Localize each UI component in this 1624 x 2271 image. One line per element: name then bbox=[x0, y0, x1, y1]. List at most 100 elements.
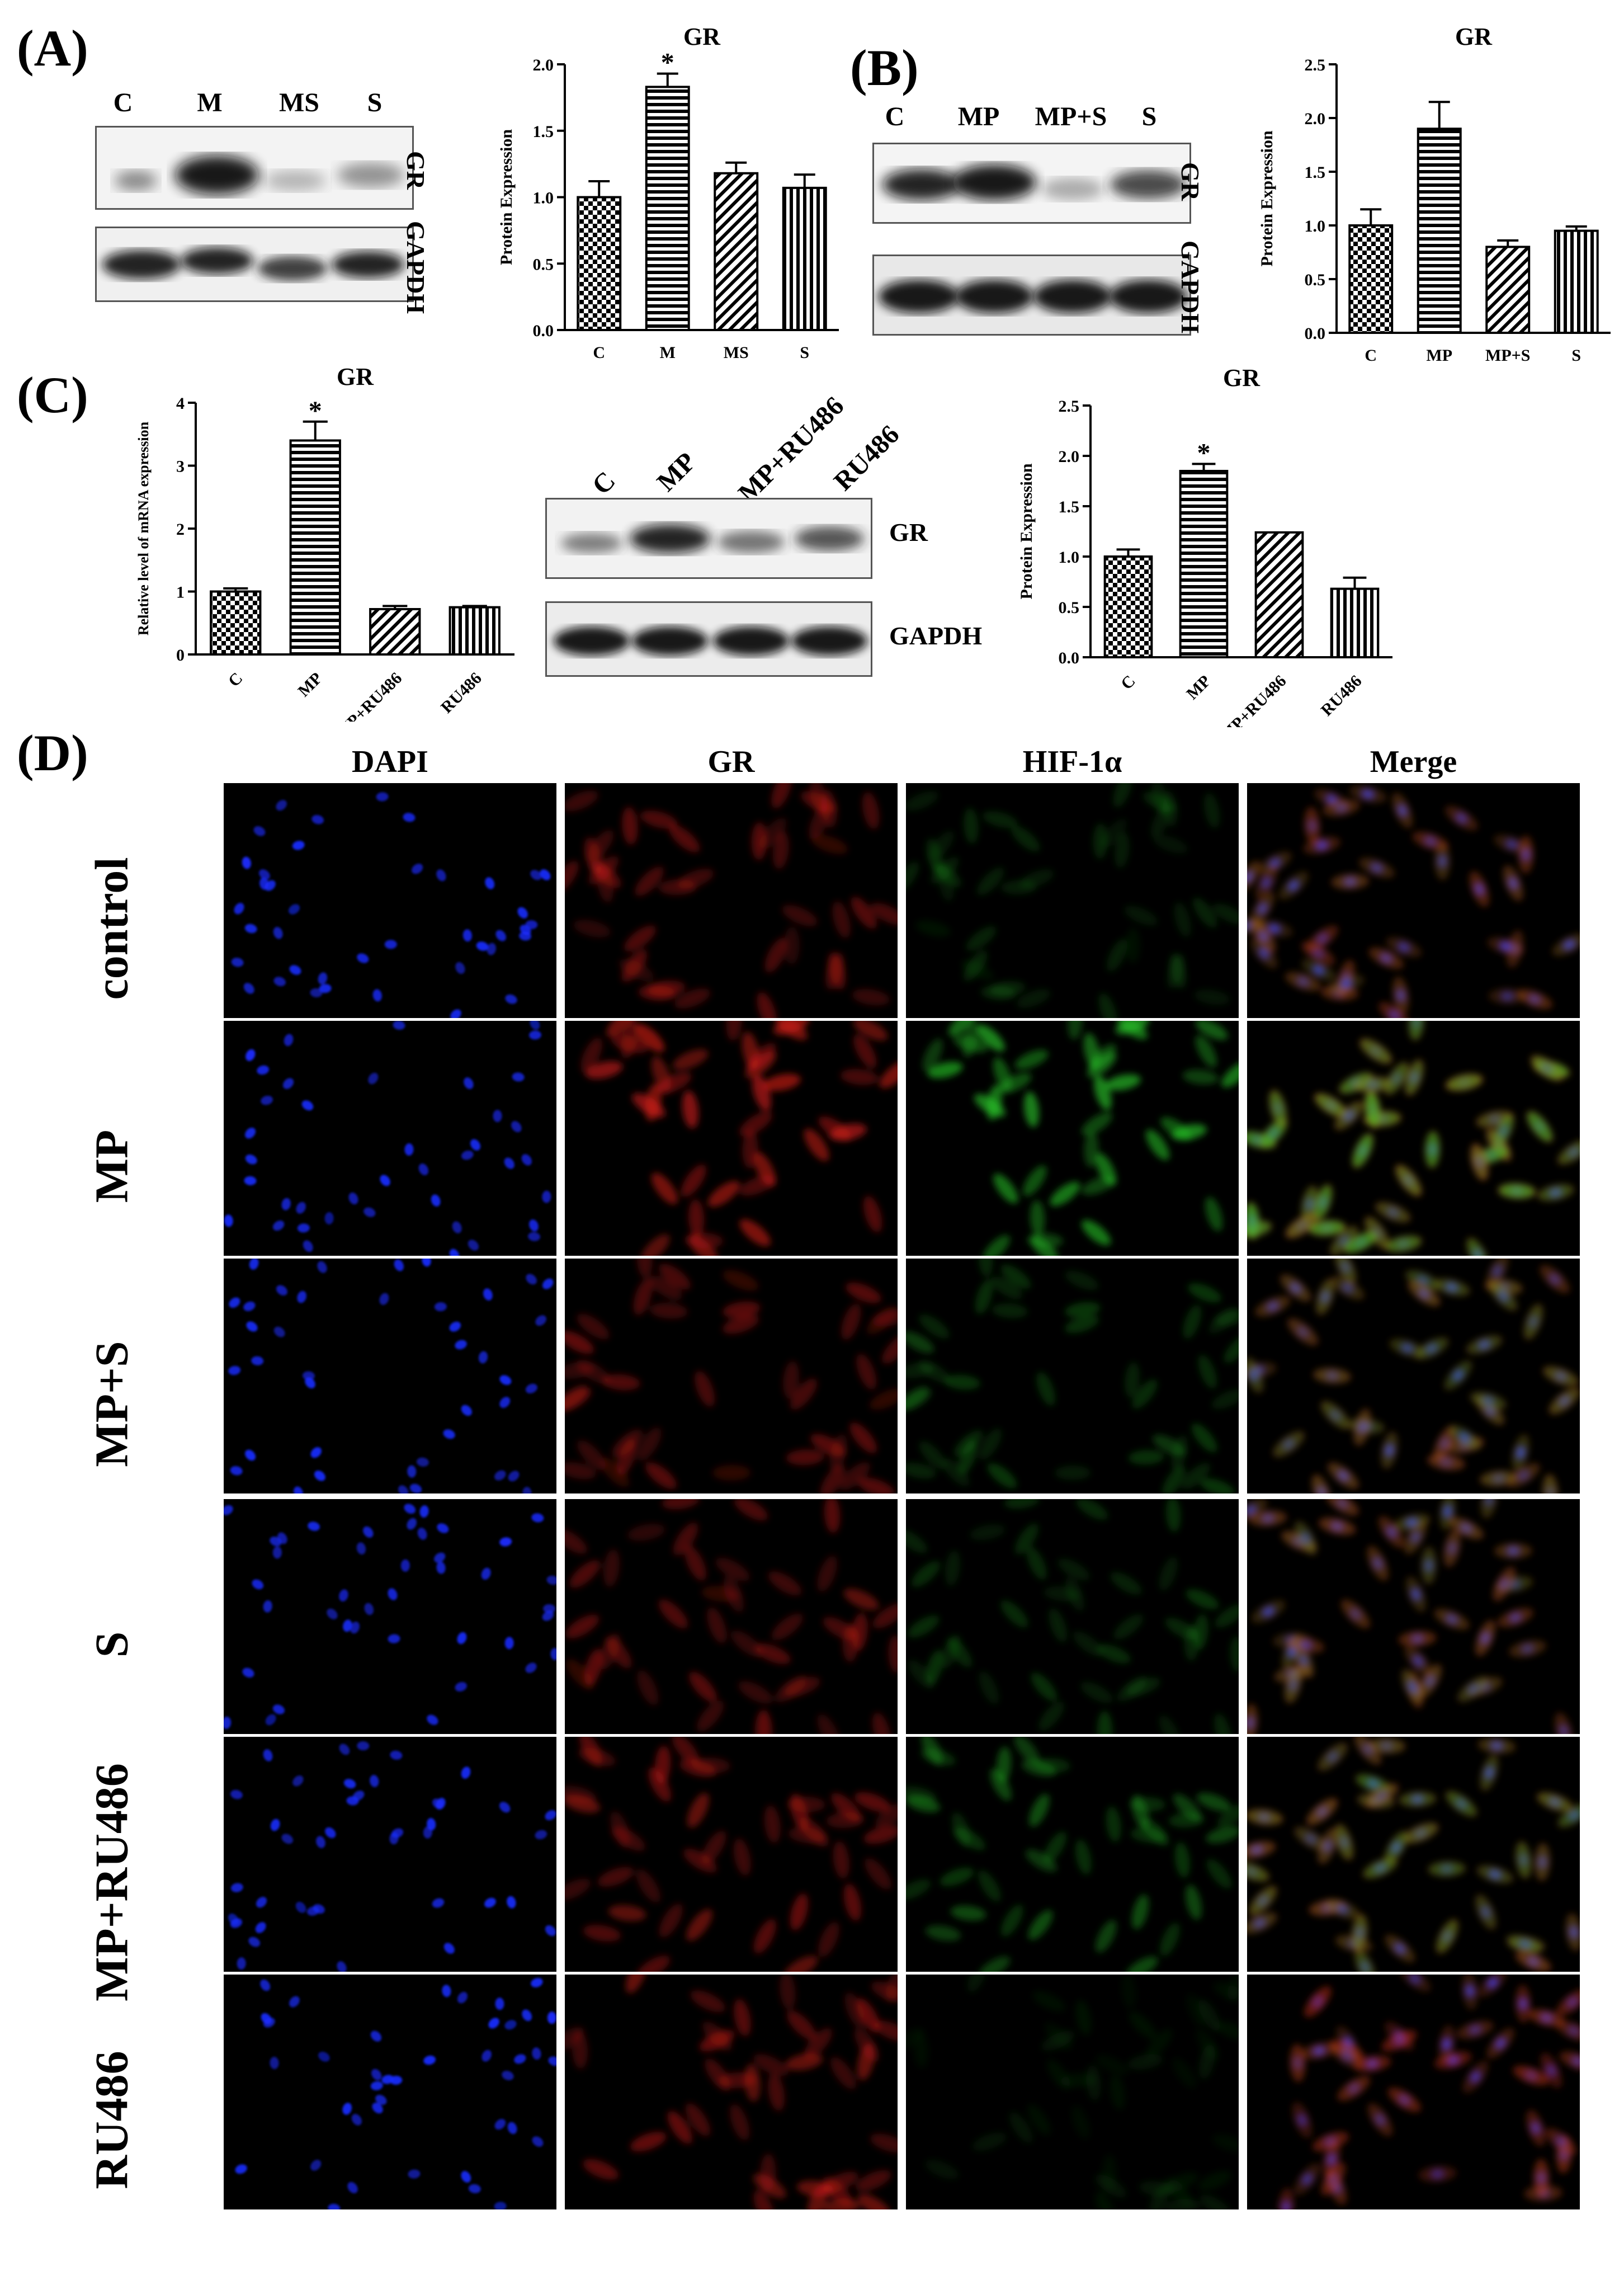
fluorescence-image-merge bbox=[1247, 1021, 1580, 1256]
lane-label: MS bbox=[279, 88, 319, 117]
bar bbox=[782, 186, 827, 331]
blot-gr-b bbox=[872, 143, 1191, 224]
x-tick-label: S bbox=[1571, 346, 1581, 365]
fluorescence-image-hif bbox=[906, 783, 1239, 1018]
y-tick-label: 0.0 bbox=[1305, 324, 1326, 343]
fluorescence-cells bbox=[906, 1975, 1239, 2209]
bar bbox=[1179, 470, 1229, 658]
y-tick-label: 1.5 bbox=[1305, 163, 1326, 182]
x-tick-label: C bbox=[1365, 346, 1377, 365]
fluorescence-image-gr bbox=[565, 1021, 898, 1256]
y-tick-label: 2 bbox=[176, 520, 185, 539]
bar bbox=[449, 606, 501, 656]
row-label-s: S bbox=[86, 1631, 138, 1658]
column-header-dapi: DAPI bbox=[352, 745, 428, 779]
bar bbox=[714, 172, 759, 331]
bar bbox=[1554, 229, 1599, 334]
column-header-gr: GR bbox=[707, 745, 755, 779]
bar bbox=[1330, 587, 1380, 659]
x-tick-label: C bbox=[1117, 672, 1139, 694]
bar bbox=[369, 608, 421, 656]
blot-gr-c-bands bbox=[561, 524, 864, 553]
fluorescence-cells bbox=[1247, 1499, 1573, 1734]
fluorescence-cells bbox=[565, 1737, 898, 1972]
x-tick-label: RU486 bbox=[437, 669, 485, 717]
row-label-ru486: RU486 bbox=[86, 2051, 138, 2189]
bar bbox=[645, 86, 690, 331]
y-tick-label: 2.5 bbox=[1059, 397, 1080, 416]
chart-b: GR Protein Expression 0.0 0.5 1.0 1.5 2.0 2.5 C M… bbox=[1258, 23, 1611, 365]
column-header-hif: HIF-1α bbox=[1022, 745, 1122, 779]
fluorescence-cells bbox=[922, 1021, 1239, 1256]
band-label-gr-c: GR bbox=[889, 518, 928, 546]
row-label-control: control bbox=[86, 857, 138, 1000]
fluorescence-cells bbox=[224, 1021, 551, 1256]
x-tick-label: MP+RU486 bbox=[1217, 672, 1290, 727]
band-label-gapdh-c: GAPDH bbox=[889, 621, 983, 650]
fluorescence-image-merge bbox=[1247, 1737, 1580, 1972]
fluorescence-cells bbox=[228, 1259, 554, 1493]
chart-title: GR bbox=[1455, 23, 1493, 50]
fluorescence-image-hif bbox=[906, 1021, 1239, 1256]
fluorescence-image-gr bbox=[565, 1737, 898, 1972]
fluorescence-image-dapi bbox=[224, 1975, 556, 2209]
y-tick-label: 1.5 bbox=[533, 122, 554, 141]
fluorescence-image-gr bbox=[565, 783, 898, 1018]
x-tick-label: MP bbox=[1426, 346, 1452, 365]
blot-gr-a-bands bbox=[115, 156, 404, 195]
y-tick-label: 1.0 bbox=[533, 189, 554, 208]
y-tick-label: 0 bbox=[176, 646, 185, 665]
blot-gapdh-b-bands bbox=[879, 280, 1187, 313]
band-label-gapdh-b: GAPDH bbox=[1176, 241, 1205, 334]
y-axis-label: Protein Expression bbox=[1017, 463, 1036, 599]
y-tick-label: 0.5 bbox=[533, 255, 554, 274]
bar bbox=[1485, 246, 1531, 334]
y-tick-label: 2.5 bbox=[1305, 56, 1326, 74]
y-tick-label: 2.0 bbox=[533, 56, 554, 74]
x-tick-label: S bbox=[800, 343, 809, 362]
fluorescence-cells bbox=[565, 1499, 898, 1734]
y-axis-label: Protein Expression bbox=[497, 129, 516, 265]
x-tick-label: M bbox=[660, 343, 676, 362]
x-tick-label: MS bbox=[724, 343, 749, 362]
y-tick-label: 0.0 bbox=[533, 322, 554, 340]
lane-label: C bbox=[885, 102, 905, 131]
bar bbox=[577, 196, 622, 331]
blot-gapdh-c bbox=[545, 601, 872, 677]
fluorescence-image-merge bbox=[1247, 1499, 1580, 1734]
y-tick-label: 2.0 bbox=[1059, 447, 1080, 466]
fluorescence-image-hif bbox=[906, 1499, 1239, 1734]
fluorescence-image-merge bbox=[1247, 1975, 1580, 2209]
lane-label: S bbox=[367, 88, 383, 117]
chart-title: GR bbox=[337, 364, 374, 390]
bar bbox=[210, 590, 262, 656]
panel-label-d: (D) bbox=[17, 724, 88, 781]
fluorescence-image-hif bbox=[906, 1975, 1239, 2209]
blot-gr-a bbox=[95, 126, 414, 210]
fluorescence-image-hif bbox=[906, 1259, 1239, 1493]
y-tick-label: 1.5 bbox=[1059, 498, 1080, 516]
y-tick-label: 1.0 bbox=[1059, 548, 1080, 567]
blot-gapdh-a bbox=[95, 227, 414, 302]
band-label-gr-a: GR bbox=[402, 151, 430, 190]
lane-label: MP+S bbox=[1035, 102, 1107, 131]
blot-gr-b-bands bbox=[882, 164, 1186, 200]
panel-label-b: (B) bbox=[850, 39, 919, 96]
fluorescence-cells bbox=[224, 1504, 556, 1729]
band-label-gapdh-a: GAPDH bbox=[402, 221, 430, 314]
fluorescence-cells bbox=[906, 1499, 1239, 1734]
fluorescence-cells bbox=[231, 792, 551, 1018]
lane-label: M bbox=[197, 88, 223, 117]
x-tick-label: C bbox=[593, 343, 605, 362]
panel-label-c: (C) bbox=[17, 366, 88, 423]
row-label-mp: MP bbox=[86, 1129, 138, 1203]
fluorescence-cells bbox=[906, 1737, 1239, 1972]
bar bbox=[289, 439, 341, 656]
fluorescence-image-dapi bbox=[224, 783, 556, 1018]
fluorescence-image-hif bbox=[906, 1737, 1239, 1972]
fluorescence-image-gr bbox=[565, 1499, 898, 1734]
bar bbox=[1348, 224, 1394, 334]
chart-c-mrna: GR Relative level of mRNA expression 0 1 2 3 4… bbox=[135, 364, 514, 722]
panel-label-a: (A) bbox=[17, 20, 88, 77]
chart-a: GR Protein Expression 0.0 0.5 1.0 1.5 2.0 C * M MS… bbox=[497, 23, 839, 362]
